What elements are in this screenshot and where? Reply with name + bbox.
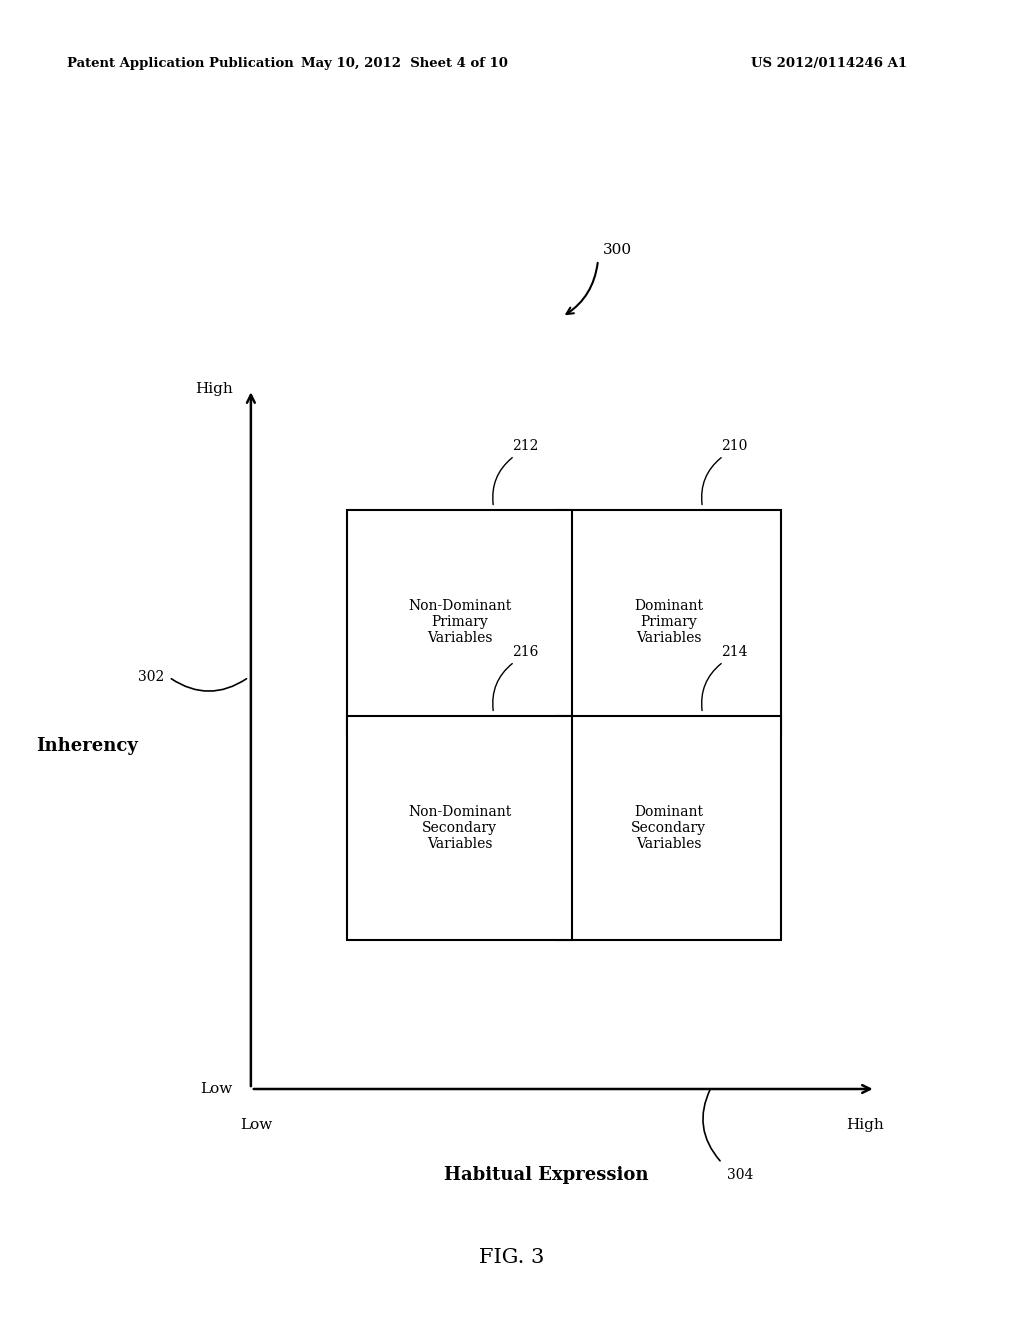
Text: Patent Application Publication: Patent Application Publication <box>67 57 293 70</box>
Text: FIG. 3: FIG. 3 <box>479 1249 545 1267</box>
Text: 302: 302 <box>137 671 164 684</box>
Text: Non-Dominant
Primary
Variables: Non-Dominant Primary Variables <box>409 599 511 645</box>
FancyBboxPatch shape <box>347 510 572 734</box>
Text: Low: Low <box>201 1082 232 1096</box>
Text: Inherency: Inherency <box>36 737 138 755</box>
Text: 214: 214 <box>721 645 748 659</box>
Text: Low: Low <box>240 1118 272 1133</box>
FancyBboxPatch shape <box>347 715 572 940</box>
Text: 216: 216 <box>512 645 539 659</box>
Text: Dominant
Primary
Variables: Dominant Primary Variables <box>634 599 703 645</box>
Text: 300: 300 <box>603 243 632 257</box>
FancyBboxPatch shape <box>556 510 781 734</box>
Text: High: High <box>847 1118 884 1133</box>
Text: 210: 210 <box>721 440 748 453</box>
Text: Habitual Expression: Habitual Expression <box>443 1166 648 1184</box>
Text: May 10, 2012  Sheet 4 of 10: May 10, 2012 Sheet 4 of 10 <box>301 57 508 70</box>
Text: 212: 212 <box>512 440 539 453</box>
FancyBboxPatch shape <box>556 715 781 940</box>
Text: 304: 304 <box>727 1168 754 1183</box>
Text: Dominant
Secondary
Variables: Dominant Secondary Variables <box>631 805 707 851</box>
Text: US 2012/0114246 A1: US 2012/0114246 A1 <box>752 57 907 70</box>
Text: Non-Dominant
Secondary
Variables: Non-Dominant Secondary Variables <box>409 805 511 851</box>
Text: High: High <box>195 381 232 396</box>
